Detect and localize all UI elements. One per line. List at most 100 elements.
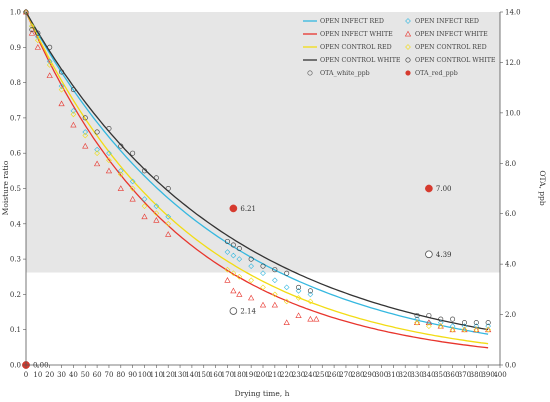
- y-left-tick-label-7: 0.7: [10, 114, 21, 122]
- point-s0-6: [82, 129, 89, 135]
- point-s0-23: [414, 316, 420, 322]
- ota-point-s1-2: [425, 184, 433, 193]
- point-s0-21: [295, 288, 302, 294]
- point-s3-26: [450, 316, 456, 322]
- x-tick-label-3: 30: [57, 371, 66, 379]
- x-tick-label-36: 360: [446, 371, 459, 379]
- legend-line-label-3: OPEN CONTROL WHITE: [320, 57, 401, 64]
- x-axis-title: Drying time, h: [235, 389, 290, 398]
- point-s2-3: [46, 62, 53, 68]
- point-s1-2: [34, 44, 41, 50]
- y-right-tick-label-4: 8.0: [505, 160, 516, 168]
- x-tick-label-35: 350: [434, 371, 447, 379]
- legend: OPEN INFECT RED OPEN INFECT WHITE OPEN CON…: [303, 18, 496, 77]
- x-tick-label-29: 290: [363, 371, 376, 379]
- x-tick-label-6: 60: [93, 371, 102, 379]
- x-tick-label-39: 390: [481, 371, 494, 379]
- point-s0-8: [106, 150, 112, 157]
- point-s2-8: [106, 157, 112, 164]
- point-s0-24: [426, 319, 432, 326]
- point-s3-4: [59, 69, 65, 75]
- point-s3-15: [230, 242, 236, 248]
- point-s2-28: [473, 326, 480, 333]
- x-tick-label-9: 90: [128, 371, 137, 379]
- y-left-tick-label-8: 0.8: [10, 79, 21, 87]
- point-s1-14: [224, 277, 231, 283]
- point-s1-25: [425, 319, 433, 326]
- point-s1-4: [58, 100, 65, 107]
- point-s0-14: [224, 249, 231, 255]
- point-s1-12: [153, 217, 160, 223]
- y-left-tick-label-10: 1.0: [10, 9, 21, 17]
- point-s2-24: [426, 323, 432, 329]
- fit-lines: [25, 11, 489, 349]
- y-left-tick-label-4: 0.4: [10, 220, 22, 228]
- y-right-tick-label-0: 0.0: [505, 362, 516, 370]
- point-s1-13: [165, 231, 172, 237]
- y-right-tick-label-2: 4.0: [505, 261, 516, 269]
- point-s1-9: [117, 185, 124, 191]
- ota-point-s1-1: [229, 204, 238, 213]
- point-s3-3: [47, 44, 53, 50]
- point-s1-23: [313, 315, 320, 322]
- point-s2-12: [153, 210, 160, 217]
- point-s2-22: [307, 298, 314, 305]
- legend-ota-white-swatch: [307, 70, 313, 76]
- point-s2-29: [485, 326, 491, 333]
- point-s2-9: [117, 171, 124, 178]
- y-left-tick-label-1: 0.1: [10, 326, 21, 334]
- point-s0-12: [153, 203, 160, 209]
- point-s2-2: [35, 37, 41, 44]
- point-s0-28: [473, 323, 480, 329]
- y-left-tick-label-3: 0.3: [10, 256, 21, 264]
- point-s3-2: [35, 30, 41, 36]
- point-s3-25: [438, 316, 444, 322]
- y-right-axis-title: OTA, ppb: [538, 170, 547, 206]
- point-s2-13: [165, 220, 172, 227]
- point-s0-20: [283, 284, 290, 291]
- point-s2-15: [230, 270, 237, 277]
- legend-line-label-2: OPEN CONTROL RED: [320, 44, 392, 51]
- point-s0-29: [485, 323, 491, 329]
- point-s3-13: [165, 186, 171, 192]
- x-tick-label-38: 380: [470, 371, 483, 379]
- point-s1-11: [141, 213, 148, 220]
- fit-line-3: [25, 11, 489, 331]
- legend-line-label-0: OPEN INFECT RED: [320, 18, 384, 25]
- point-s3-17: [248, 256, 254, 262]
- legend-marker-label-2: OPEN CONTROL RED: [415, 44, 487, 51]
- point-s0-18: [260, 270, 266, 277]
- point-s2-10: [129, 185, 136, 192]
- y-left-tick-label-6: 0.6: [10, 150, 22, 158]
- point-s2-21: [295, 295, 302, 301]
- point-s3-27: [461, 320, 467, 326]
- point-s0-22: [307, 291, 314, 298]
- legend-marker-label-1: OPEN INFECT WHITE: [415, 31, 488, 38]
- y-right-tick-label-1: 2.0: [505, 311, 516, 319]
- point-s3-22: [307, 288, 313, 294]
- shaded-band: [26, 12, 500, 273]
- legend-ota-red-label: OTA_red_ppb: [415, 70, 458, 77]
- point-s0-7: [94, 146, 100, 153]
- point-s3-1: [29, 27, 35, 33]
- point-s3-20: [284, 270, 290, 276]
- x-tick-label-31: 310: [387, 371, 400, 379]
- point-s3-7: [94, 129, 100, 135]
- point-s2-17: [248, 277, 254, 284]
- point-s3-18: [260, 263, 266, 269]
- point-s3-12: [153, 175, 159, 181]
- x-tick-label-8: 80: [116, 371, 125, 379]
- point-s2-6: [82, 132, 89, 139]
- x-tick-label-30: 300: [375, 371, 388, 379]
- point-s3-23: [414, 313, 420, 319]
- x-tick-label-22: 220: [280, 371, 293, 379]
- point-s3-5: [70, 87, 76, 93]
- point-s1-5: [70, 121, 77, 128]
- fit-line-0: [25, 11, 489, 335]
- point-s1-6: [82, 142, 89, 149]
- point-s0-4: [58, 83, 65, 89]
- point-s2-23: [414, 319, 420, 326]
- ota-label-s1-1: 6.21: [240, 205, 256, 213]
- legend-line-label-1: OPEN INFECT WHITE: [320, 31, 393, 38]
- point-s2-5: [70, 111, 77, 118]
